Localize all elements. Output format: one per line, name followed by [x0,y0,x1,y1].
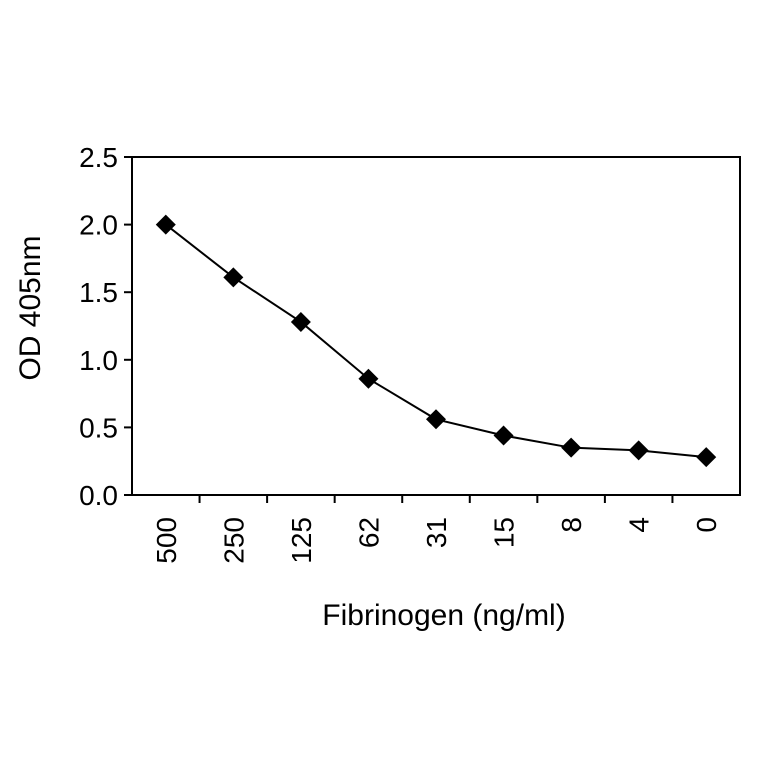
plot-area-frame [131,156,741,496]
y-tick-label: 1.0 [79,345,118,376]
data-point [493,425,514,446]
x-tick-label: 15 [489,517,520,548]
y-axis-title: OD 405nm [14,235,47,380]
data-point [426,409,446,430]
x-tick-label: 125 [286,517,317,564]
data-point [628,440,649,461]
x-tick-label: 4 [624,517,655,533]
x-axis-title: Fibrinogen (ng/ml) [322,599,565,632]
data-point [561,437,582,458]
y-tick-label: 0.5 [79,412,118,443]
y-tick-label: 1.5 [79,277,118,308]
data-point [290,311,311,332]
x-tick-label: 500 [151,517,182,564]
y-tick-label: 2.5 [79,142,118,173]
x-tick-label: 8 [556,517,587,533]
series-group [155,214,717,468]
x-tick-label: 31 [421,517,452,548]
x-tick-label: 250 [218,517,249,564]
data-point [696,447,717,468]
y-tick-label: 2.0 [79,210,118,241]
data-point [223,267,244,288]
y-tick-label: 0.0 [79,480,118,511]
data-point [358,368,379,389]
y-axis: 0.0 0.5 1.0 1.5 2.0 2.5 [79,142,132,511]
x-axis: 500 250 125 62 31 15 8 4 0 [151,495,722,564]
x-tick-label: 0 [691,517,722,533]
data-point [155,214,176,235]
x-tick-label: 62 [353,517,384,548]
